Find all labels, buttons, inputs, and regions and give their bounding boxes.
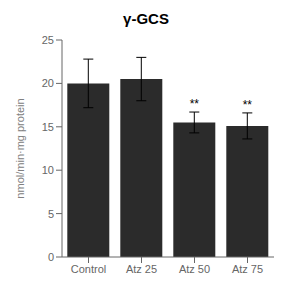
svg-text:Atz 25: Atz 25 — [126, 263, 157, 275]
svg-text:25: 25 — [42, 34, 54, 46]
svg-text:15: 15 — [42, 121, 54, 133]
svg-text:10: 10 — [42, 164, 54, 176]
svg-text:nmol/min·mg protein: nmol/min·mg protein — [14, 98, 26, 198]
html-text:γ-GCS: γ-GCS — [123, 10, 169, 27]
svg-text:20: 20 — [42, 77, 54, 89]
svg-text:Atz 75: Atz 75 — [232, 263, 263, 275]
svg-text:0: 0 — [48, 251, 54, 263]
svg-text:**: ** — [243, 98, 253, 112]
svg-text:Atz 50: Atz 50 — [179, 263, 210, 275]
svg-text:5: 5 — [48, 208, 54, 220]
svg-text:Control: Control — [71, 263, 106, 275]
svg-text:**: ** — [190, 97, 200, 111]
